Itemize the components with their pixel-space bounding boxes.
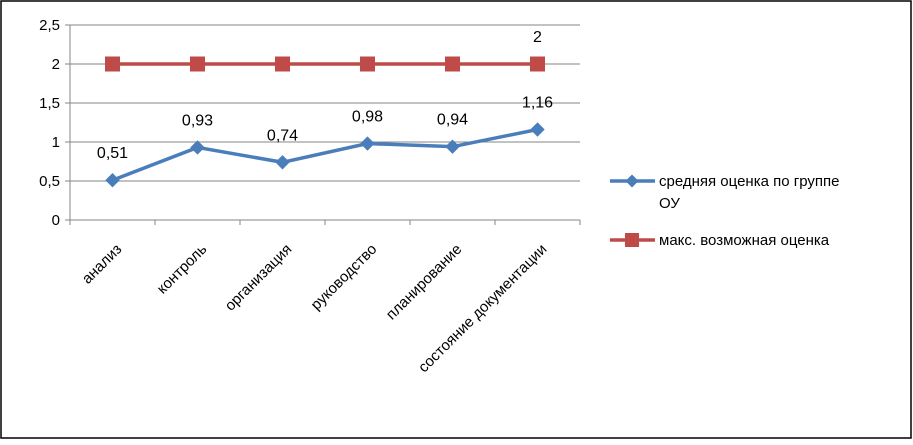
- point-marker-diamond: [275, 155, 290, 170]
- y-tick-label: 2: [52, 56, 60, 73]
- point-marker-square: [530, 56, 545, 72]
- legend: средняя оценка по группе ОУ макс. возмож…: [610, 173, 839, 249]
- data-label: 1,16: [522, 95, 553, 112]
- point-marker-diamond: [530, 122, 545, 137]
- y-axis-tick-labels: 0 0,5 1 1,5 2 2,5: [39, 17, 60, 229]
- legend-label-series-2: макс. возможная оценка: [659, 232, 830, 249]
- y-tick-label: 0: [52, 212, 60, 229]
- point-marker-diamond: [190, 140, 205, 155]
- point-marker-diamond: [105, 173, 120, 188]
- y-tick-label: 1: [52, 134, 60, 151]
- legend-label-series-1-line-2: ОУ: [659, 195, 680, 212]
- axes: [69, 25, 581, 225]
- legend-label-series-1-line-1: средняя оценка по группе: [659, 173, 839, 190]
- series-line: [111, 127, 538, 182]
- series-layer: [105, 56, 545, 188]
- data-label: 0,94: [437, 112, 468, 129]
- y-tick-label: 2,5: [39, 17, 60, 34]
- data-label: 0,93: [182, 112, 213, 129]
- y-tick-label: 0,5: [39, 173, 60, 190]
- data-label: 2: [533, 29, 542, 46]
- point-marker-square: [105, 56, 120, 72]
- point-marker-diamond: [445, 139, 460, 154]
- data-label: 0,51: [97, 145, 128, 162]
- y-tick-label: 1,5: [39, 95, 60, 112]
- data-labels: 0,51 0,93 0,74 0,98 0,94 1,16 2: [97, 29, 553, 162]
- point-marker-square: [445, 56, 460, 72]
- point-marker-square: [190, 56, 205, 72]
- point-marker-square: [360, 56, 375, 72]
- legend-marker-diamond: [625, 174, 639, 188]
- data-label: 0,98: [352, 109, 383, 126]
- data-label: 0,74: [267, 127, 298, 144]
- point-marker-diamond: [360, 136, 375, 151]
- point-marker-square: [275, 56, 290, 72]
- legend-marker-square: [625, 233, 639, 247]
